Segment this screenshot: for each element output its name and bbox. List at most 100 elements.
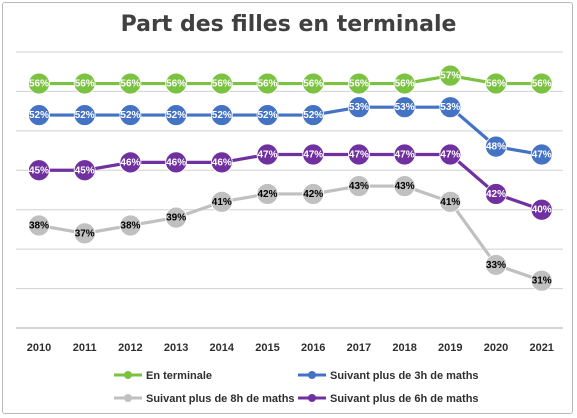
data-point bbox=[256, 143, 279, 166]
chart-title: Part des filles en terminale bbox=[120, 12, 457, 37]
data-point bbox=[119, 214, 142, 237]
data-label: 57% bbox=[440, 71, 460, 82]
data-point bbox=[530, 143, 553, 166]
legend-label: Suivant plus de 8h de maths bbox=[146, 393, 295, 405]
data-label: 47% bbox=[532, 150, 552, 161]
data-point bbox=[119, 151, 142, 174]
x-tick-label: 2020 bbox=[484, 342, 508, 354]
data-point bbox=[439, 143, 462, 166]
data-label: 53% bbox=[395, 102, 415, 113]
data-point bbox=[73, 104, 96, 126]
data-label: 40% bbox=[532, 205, 552, 216]
data-label: 56% bbox=[29, 79, 49, 90]
data-points: 56% 56% 56% 56% 56% 56% 56% 56% 56% 57% 56% 56% 52% 5… bbox=[28, 64, 553, 292]
x-tick-label: 2015 bbox=[255, 342, 279, 354]
series-lines bbox=[38, 74, 543, 283]
data-label: 48% bbox=[486, 142, 506, 153]
data-label: 56% bbox=[349, 79, 369, 90]
legend-item: Suivant plus de 3h de maths bbox=[298, 370, 479, 382]
x-tick-label: 2011 bbox=[73, 342, 97, 354]
data-label: 52% bbox=[303, 110, 323, 121]
data-point bbox=[530, 198, 553, 221]
data-label: 52% bbox=[75, 110, 95, 121]
data-label: 39% bbox=[166, 213, 186, 224]
data-point bbox=[28, 214, 50, 237]
data-point bbox=[347, 143, 370, 166]
legend-marker bbox=[308, 394, 316, 402]
data-label: 47% bbox=[395, 150, 415, 161]
data-label: 56% bbox=[532, 79, 552, 90]
data-point bbox=[210, 104, 233, 126]
data-point bbox=[165, 72, 188, 95]
legend-label: Suivant plus de 6h de maths bbox=[330, 393, 479, 405]
data-point bbox=[73, 72, 96, 95]
data-label: 43% bbox=[349, 181, 369, 192]
data-label: 42% bbox=[303, 189, 323, 200]
x-tick-label: 2016 bbox=[301, 342, 325, 354]
data-point bbox=[28, 159, 50, 182]
data-point bbox=[210, 72, 233, 95]
x-tick-label: 2012 bbox=[118, 342, 142, 354]
data-label: 38% bbox=[120, 220, 140, 231]
data-label: 42% bbox=[486, 189, 506, 200]
data-label: 56% bbox=[395, 79, 415, 90]
data-label: 46% bbox=[120, 157, 140, 168]
data-point bbox=[530, 269, 553, 292]
data-point bbox=[302, 183, 325, 205]
data-label: 41% bbox=[212, 197, 232, 208]
data-point bbox=[256, 72, 279, 95]
data-point bbox=[28, 104, 50, 126]
data-label: 56% bbox=[257, 79, 277, 90]
data-label: 56% bbox=[486, 79, 506, 90]
data-point bbox=[439, 96, 462, 119]
x-tick-label: 2021 bbox=[529, 342, 553, 354]
data-label: 52% bbox=[120, 110, 140, 121]
data-point bbox=[165, 151, 188, 174]
data-label: 41% bbox=[440, 197, 460, 208]
data-label: 37% bbox=[75, 228, 95, 239]
data-point bbox=[347, 72, 370, 95]
data-point bbox=[439, 190, 462, 213]
data-label: 56% bbox=[166, 79, 186, 90]
data-label: 45% bbox=[75, 165, 95, 176]
x-tick-label: 2018 bbox=[392, 342, 416, 354]
data-point bbox=[256, 104, 279, 126]
legend-label: Suivant plus de 3h de maths bbox=[330, 370, 479, 382]
x-tick-label: 2017 bbox=[347, 342, 371, 354]
data-label: 38% bbox=[29, 220, 49, 231]
series-line bbox=[39, 152, 543, 212]
data-point bbox=[485, 72, 507, 95]
data-point bbox=[393, 143, 416, 166]
series-line bbox=[39, 74, 542, 86]
data-label: 47% bbox=[303, 150, 323, 161]
data-point bbox=[73, 159, 96, 182]
data-label: 56% bbox=[75, 79, 95, 90]
x-tick-label: 2014 bbox=[210, 342, 235, 354]
data-point bbox=[302, 72, 325, 95]
data-label: 33% bbox=[486, 260, 506, 271]
x-axis-tick-labels: 2010 2011 2012 2013 2014 2015 2016 2017 2018 2019… bbox=[27, 342, 554, 354]
data-label: 52% bbox=[29, 110, 49, 121]
data-label: 47% bbox=[440, 150, 460, 161]
data-point bbox=[119, 104, 142, 126]
data-point bbox=[393, 96, 416, 119]
data-label: 31% bbox=[532, 276, 552, 287]
x-tick-label: 2019 bbox=[438, 342, 462, 354]
x-tick-label: 2010 bbox=[27, 342, 51, 354]
data-point bbox=[302, 143, 325, 166]
data-label: 53% bbox=[440, 102, 460, 113]
data-label: 46% bbox=[212, 157, 232, 168]
data-point bbox=[347, 175, 370, 197]
data-label: 56% bbox=[303, 79, 323, 90]
data-label: 52% bbox=[257, 110, 277, 121]
gridlines bbox=[16, 51, 563, 329]
data-label: 52% bbox=[166, 110, 186, 121]
x-tick-label: 2013 bbox=[164, 342, 188, 354]
legend-item: Suivant plus de 6h de maths bbox=[298, 393, 479, 405]
data-point bbox=[73, 222, 96, 245]
data-point bbox=[302, 104, 325, 126]
data-label: 47% bbox=[257, 150, 277, 161]
data-label: 46% bbox=[166, 157, 186, 168]
data-point bbox=[439, 64, 462, 87]
